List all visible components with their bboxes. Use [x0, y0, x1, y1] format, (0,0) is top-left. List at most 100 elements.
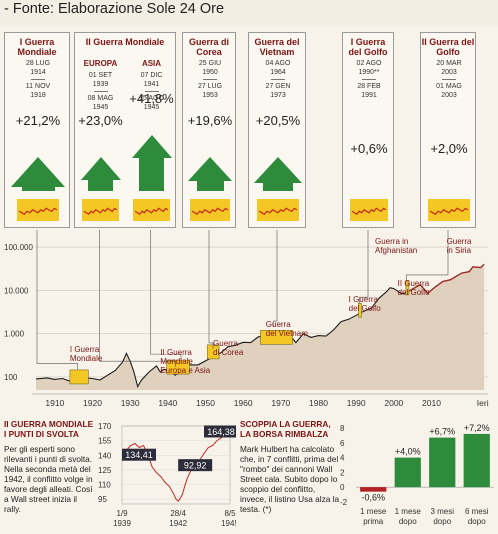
war-start-year: 1941	[143, 81, 160, 88]
chart-annotation: II Guerra Mondiale Europa e Asia	[160, 348, 210, 375]
mini-chart-svg	[191, 207, 229, 215]
war-dates: 25 GIU 1950 27 LUG 1953	[183, 59, 237, 100]
war-dates: 20 MAR 2003 01 MAG 2003	[421, 59, 477, 100]
war-dates: EUROPA 01 SET 1939 08 MAG 1945	[75, 59, 126, 112]
war-panel: Guerra di Corea 25 GIU 1950 27 LUG 1953 +19,6…	[182, 32, 236, 228]
war-panel: II Guerra Mondiale EUROPA 01 SET 1939 08 MAG…	[74, 32, 176, 228]
war-end-year: 1953	[202, 92, 218, 99]
chart-annotation: I Guerra del Golfo	[349, 295, 382, 313]
war-percent: +19,6%	[187, 113, 233, 128]
bar-category-label: 1 mese prima	[360, 507, 387, 526]
war-mini-chart	[190, 199, 230, 221]
war-start-year: 1990**	[358, 69, 380, 76]
war-end-date: 27 LUG	[197, 83, 223, 90]
mini-chart-line	[83, 207, 118, 216]
war-start-date: 02 AGO	[356, 60, 382, 67]
war-start-date: 07 DIC	[140, 72, 163, 79]
x-tick-label: 1960	[234, 398, 253, 408]
war-end-year: 1918	[30, 92, 46, 99]
bottom-panels: II GUERRA MONDIALE I PUNTI DI SVOLTA Per…	[0, 418, 498, 534]
connector-line	[150, 220, 182, 361]
war-end-year: 2003	[441, 92, 457, 99]
annotation-line: del Golfo	[349, 304, 382, 313]
annotation-line: Guerra	[213, 339, 238, 348]
mini-chart-svg	[258, 207, 298, 215]
infographic: I Guerra Mondiale 28 LUG 1914 11 NOV 1918 +21…	[0, 26, 498, 534]
bar-category-line: 3 mesi	[430, 507, 454, 516]
war-mini-chart	[133, 199, 170, 221]
date-separator	[442, 79, 456, 80]
war-end-date: 28 FEB	[357, 83, 381, 90]
ww2-x-date: 28/4	[170, 509, 186, 518]
x-tick-label: Ieri	[477, 398, 489, 408]
ww2-y-tick: 95	[98, 495, 107, 504]
arrow-stem	[263, 183, 293, 191]
annotation-line: II Guerra	[398, 279, 430, 288]
series-line	[35, 263, 485, 389]
annotation-line: del Vietnam	[266, 329, 308, 338]
bar-y-tick: 4	[340, 454, 345, 463]
war-end-year: 1973	[270, 92, 286, 99]
source-text: Fonte: Elaborazione Sole 24 Ore	[12, 1, 225, 17]
chart-annotation: Guerra in Afghanistan	[375, 237, 417, 255]
war-mini-chart	[428, 199, 470, 221]
war-percent: +21,2%	[15, 113, 61, 128]
bar-y-tick: 2	[340, 468, 345, 477]
x-tick-label: 1910	[45, 398, 64, 408]
mini-chart-line	[134, 207, 169, 216]
war-start-date: 04 AGO	[265, 60, 291, 67]
x-tick-label: 1980	[309, 398, 328, 408]
ww2-callout-box	[178, 459, 213, 472]
war-period-highlight	[69, 369, 89, 385]
arrow-head	[11, 157, 65, 187]
x-tick-label: 1950	[196, 398, 215, 408]
ww2-x-tick: 28/4 1942	[169, 509, 187, 528]
mini-chart-svg	[351, 207, 387, 215]
up-arrow-icon	[254, 157, 302, 191]
ww2-x-tick: 1/9 1939	[113, 509, 131, 528]
mini-chart-svg	[18, 207, 58, 215]
date-separator	[271, 79, 285, 80]
chart-annotation: Guerra del Vietnam	[266, 320, 308, 338]
mini-chart-svg	[83, 207, 118, 216]
source-note: - Fonte: Elaborazione Sole 24 Ore	[4, 1, 224, 17]
date-separator	[203, 79, 217, 80]
war-start-date: 25 GIU	[198, 60, 222, 67]
war-period-highlight	[166, 359, 190, 375]
ww2-x-year: 1945	[221, 519, 236, 528]
x-tick-label: 1970	[271, 398, 290, 408]
war-end-year: 1991	[361, 92, 377, 99]
up-arrow-icon	[131, 135, 172, 191]
bar-value-label: +4,0%	[395, 447, 421, 457]
arrow-stem	[21, 187, 55, 191]
annotation-line: di Corea	[213, 348, 244, 357]
war-rebound-text: Mark Hulbert ha calcolato che, in 7 conf…	[240, 444, 340, 514]
mini-chart-line	[191, 207, 229, 215]
war-percent: +0,6%	[350, 141, 388, 156]
ww2-chart: 95 110 125 140 155 170 134,41 92,92 164,38 1/9 193…	[98, 422, 236, 528]
mini-chart-line	[258, 207, 298, 215]
ww2-callout-value: 134,41	[125, 450, 153, 460]
mini-chart-svg	[134, 207, 169, 216]
annotation-line: I Guerra	[349, 295, 379, 304]
arrow-stem	[139, 158, 164, 191]
annotation-line: Mondiale	[160, 357, 193, 366]
y-tick-label: 10.000	[4, 286, 29, 295]
connector-line	[99, 220, 176, 368]
bar-y-tick: -2	[340, 498, 348, 507]
war-mini-chart	[350, 199, 388, 221]
war-end-date: 27 GEN	[265, 83, 291, 90]
bar-y-tick: 8	[340, 424, 345, 433]
date-separator	[144, 91, 159, 92]
annotation-line: Guerra	[266, 320, 291, 329]
up-arrow-icon	[80, 157, 121, 191]
bar	[463, 433, 490, 488]
bar-y-tick: 6	[340, 439, 345, 448]
x-tick-label: 1940	[158, 398, 177, 408]
y-tick-label: 100	[4, 373, 18, 382]
ww2-y-tick: 110	[98, 481, 111, 490]
mini-chart-line	[351, 207, 387, 215]
war-end-date: 01 MAG	[436, 83, 462, 90]
ww2-callout-value: 92,92	[184, 461, 207, 471]
